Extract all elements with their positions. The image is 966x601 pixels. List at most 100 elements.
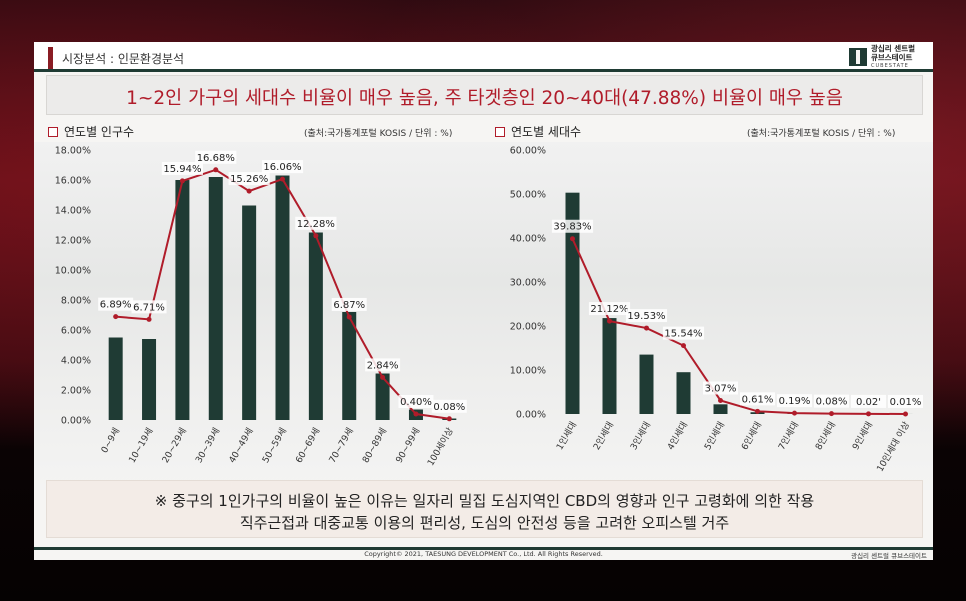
- chart2-label-bg: [740, 392, 775, 406]
- chart2-title-text: 연도별 세대수: [511, 125, 582, 139]
- chart1-title: 연도별 인구수: [48, 123, 134, 140]
- chart1-point: [380, 374, 386, 380]
- chart1-label-bg: [261, 160, 304, 174]
- note-line1: ※ 중구의 1인가구의 비율이 높은 이유는 일자리 밀집 도심지역인 CBD의…: [154, 492, 815, 510]
- chart1-ytick: 16.00%: [55, 176, 91, 187]
- chart1-point: [146, 316, 152, 322]
- chart2-point: [829, 411, 834, 417]
- chart1-title-text: 연도별 인구수: [64, 125, 135, 139]
- chart1-bar: [275, 175, 290, 420]
- chart1-ytick: 10.00%: [55, 266, 91, 277]
- chart1-xtick: 90~99세: [394, 426, 423, 465]
- chart1-data-label: 16.06%: [263, 162, 301, 173]
- chart2-xtick: 2인세대: [591, 420, 616, 452]
- chart2-data-label: 3.07%: [705, 383, 737, 394]
- logo-line1: 광십리 센트럴: [870, 43, 915, 53]
- chart2-source: (출처:국가통계포털 KOSIS / 단위 : %): [747, 129, 896, 139]
- chart2-data-label: 0.19%: [779, 396, 811, 407]
- headline-box: 1~2인 가구의 세대수 비율이 매우 높음, 주 타겟층인 20~40대(47…: [46, 75, 923, 115]
- chart2-line: [571, 238, 906, 415]
- chart2-data-label: 21.12%: [590, 304, 628, 315]
- chart2-xtick: 7인세대: [776, 420, 801, 452]
- chart2-label-bg: [703, 381, 738, 395]
- chart1-bar: [308, 232, 323, 420]
- chart1-ytick: 18.00%: [55, 146, 91, 157]
- chart2-ytick: 30.00%: [510, 278, 546, 289]
- chart1-point: [246, 188, 252, 194]
- footer-divider: [34, 547, 933, 550]
- chart1-point: [313, 233, 319, 239]
- chart2-ytick: 20.00%: [510, 322, 546, 333]
- chart2-bar: [602, 318, 617, 414]
- chart2-data-label: 0.61%: [742, 394, 774, 405]
- chart1-ytick: 6.00%: [61, 326, 91, 337]
- section-label: 시장분석 : 인문환경분석: [62, 52, 185, 66]
- chart1-xtick: 60~69세: [294, 426, 323, 465]
- chart1-label-bg: [398, 395, 434, 408]
- chart1-point: [413, 411, 419, 417]
- chart2-ytick: 50.00%: [510, 190, 546, 201]
- chart1-label-bg: [131, 300, 167, 314]
- chart2-data-label: 19.53%: [627, 311, 665, 322]
- chart1-title-marker-icon: [48, 126, 58, 137]
- logo-icon: [848, 48, 867, 66]
- chart1-xtick: 80~89세: [360, 426, 389, 465]
- chart2-data-label: 39.83%: [553, 222, 591, 233]
- chart2-label-bg: [662, 326, 705, 340]
- chart1-data-label: 12.28%: [297, 219, 335, 230]
- chart2-xtick: 1인세대: [554, 420, 579, 452]
- chart1-ytick: 2.00%: [61, 386, 91, 397]
- chart2: 0.00% 10.00% 20.00% 30.00% 40.00% 50.00% 60.00…: [510, 146, 923, 474]
- chart2-xtick: 4인세대: [665, 420, 690, 452]
- chart1: 0.00% 2.00% 4.00% 6.00% 8.00% 10.00% 12.00% 14.…: [55, 146, 467, 468]
- chart2-xtick: 6인세대: [739, 420, 764, 452]
- chart1-ytick: 0.00%: [61, 416, 91, 427]
- chart1-data-label: 0.40%: [400, 397, 432, 408]
- chart1-data-label: 2.84%: [367, 360, 399, 371]
- note-line2: 직주근접과 대중교통 이용의 편리성, 도심의 안전성 등을 고려한 오피스텔 …: [239, 514, 730, 532]
- logo: 광십리 센트럴 큐브스테이트 CUBESTATE: [848, 43, 915, 69]
- chart2-label-bg: [588, 302, 631, 316]
- chart1-source: (출처:국가통계포털 KOSIS / 단위 : %): [304, 129, 453, 139]
- chart2-ytick: 10.00%: [510, 366, 546, 377]
- logo-line2: 큐브스테이트: [870, 52, 913, 62]
- chart1-label-bg: [98, 297, 134, 311]
- headline: 1~2인 가구의 세대수 비율이 매우 높음, 주 타겟층인 20~40대(47…: [126, 88, 843, 109]
- chart1-xtick: 70~79세: [327, 426, 356, 465]
- chart2-point: [903, 411, 908, 417]
- logo-line3: CUBESTATE: [870, 62, 909, 69]
- chart1-ytick: 8.00%: [61, 296, 91, 307]
- chart1-point: [280, 176, 285, 182]
- chart1-label-bg: [365, 358, 401, 372]
- chart1-data-label: 6.71%: [133, 302, 165, 313]
- chart1-label-bg: [331, 297, 367, 311]
- note-box: ※ 중구의 1인가구의 비율이 높은 이유는 일자리 밀집 도심지역인 CBD의…: [46, 480, 923, 538]
- copyright: Copyright© 2021, TAESUNG DEVELOPMENT Co.…: [364, 550, 603, 558]
- chart1-bar: [175, 180, 190, 420]
- chart1-bar: [342, 312, 357, 420]
- chart1-xtick: 50~59세: [260, 426, 289, 465]
- top-divider: [34, 69, 933, 72]
- chart1-bar: [242, 205, 257, 420]
- chart1-bar: [142, 339, 157, 420]
- chart1-point: [179, 178, 185, 184]
- chart1-xtick: 100세이상: [425, 426, 456, 468]
- chart2-xtick: 8인세대: [813, 420, 838, 452]
- chart1-bar: [208, 177, 223, 420]
- chart2-label-bg: [814, 394, 849, 408]
- chart1-xtick: 30~39세: [193, 426, 222, 465]
- chart2-title-marker-icon: [495, 126, 505, 137]
- chart1-label-bg: [195, 150, 237, 164]
- chart2-xtick: 10인세대 이상: [875, 420, 912, 474]
- chart1-ytick: 4.00%: [61, 356, 91, 367]
- chart1-point: [113, 314, 119, 320]
- chart2-data-label: 0.02': [856, 397, 881, 408]
- chart1-point: [446, 416, 452, 422]
- chart1-data-label: 6.87%: [333, 300, 365, 311]
- chart2-data-label: 15.54%: [664, 329, 702, 340]
- chart2-point: [644, 325, 649, 331]
- footer-brand: 광십리 센트럴 큐브스테이트: [851, 552, 927, 560]
- chart1-label-bg: [295, 216, 337, 230]
- chart1-label-bg: [161, 161, 204, 175]
- chart2-point: [755, 408, 760, 414]
